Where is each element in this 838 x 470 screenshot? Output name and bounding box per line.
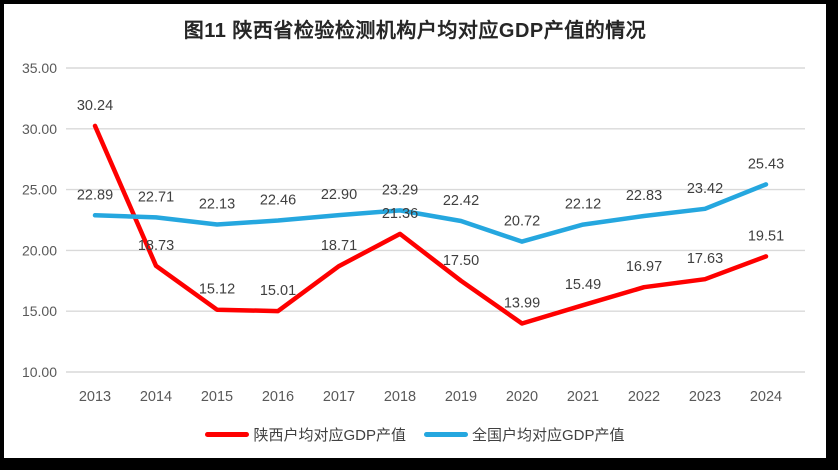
value-label: 16.97 bbox=[626, 259, 662, 275]
x-axis-tick-label: 2017 bbox=[323, 389, 355, 405]
value-label: 17.63 bbox=[687, 251, 723, 267]
x-axis-tick-label: 2016 bbox=[262, 389, 294, 405]
series-line-1 bbox=[92, 182, 769, 244]
value-label: 23.29 bbox=[382, 182, 418, 198]
value-label: 19.51 bbox=[748, 228, 784, 244]
value-label: 22.71 bbox=[138, 189, 174, 205]
value-label: 22.46 bbox=[260, 192, 296, 208]
x-axis-tick-label: 2021 bbox=[567, 389, 599, 405]
chart-container: 图11 陕西省检验检测机构户均对应GDP产值的情况 10.00 15.00 20.0… bbox=[4, 4, 826, 458]
value-label: 18.73 bbox=[138, 238, 174, 254]
line-chart-plot: 10.00 15.00 20.00 25.00 30.00 35.00 2013 2014 20… bbox=[22, 60, 805, 405]
x-axis-tick-label: 2024 bbox=[750, 389, 782, 405]
value-label: 22.13 bbox=[199, 196, 235, 212]
x-axis-tick-label: 2020 bbox=[506, 389, 538, 405]
value-label: 22.12 bbox=[565, 197, 601, 213]
x-axis-tick-label: 2022 bbox=[628, 389, 660, 405]
value-label: 22.42 bbox=[443, 193, 479, 209]
legend-label-shaanxi: 陕西户均对应GDP产值 bbox=[253, 427, 406, 444]
legend-label-national: 全国户均对应GDP产值 bbox=[472, 427, 625, 444]
chart-title: 图11 陕西省检验检测机构户均对应GDP产值的情况 bbox=[183, 20, 647, 42]
value-label: 13.99 bbox=[504, 295, 540, 311]
value-label: 15.12 bbox=[199, 282, 235, 298]
value-label: 17.50 bbox=[443, 253, 479, 269]
x-axis-tick-label: 2023 bbox=[689, 389, 721, 405]
x-axis-tick-label: 2013 bbox=[79, 389, 111, 405]
x-axis-tick-label: 2014 bbox=[140, 389, 172, 405]
chart-legend: 陕西户均对应GDP产值 全国户均对应GDP产值 bbox=[4, 424, 826, 445]
y-axis-tick-label: 10.00 bbox=[22, 364, 57, 380]
value-label: 21.36 bbox=[382, 206, 418, 222]
y-axis-tick-label: 35.00 bbox=[22, 60, 57, 76]
y-axis-tick-label: 15.00 bbox=[22, 303, 57, 319]
value-label: 22.83 bbox=[626, 188, 662, 204]
legend-item-national: 全国户均对应GDP产值 bbox=[424, 424, 625, 445]
series-line-0 bbox=[92, 123, 769, 326]
value-label: 22.89 bbox=[77, 187, 113, 203]
value-label: 30.24 bbox=[77, 98, 113, 114]
x-axis-tick-label: 2018 bbox=[384, 389, 416, 405]
legend-item-shaanxi: 陕西户均对应GDP产值 bbox=[205, 424, 406, 445]
legend-line-swatch-red-icon bbox=[205, 432, 250, 437]
value-label: 25.43 bbox=[748, 156, 784, 172]
y-axis-tick-label: 25.00 bbox=[22, 182, 57, 198]
value-label: 22.90 bbox=[321, 187, 357, 203]
value-label: 15.49 bbox=[565, 277, 601, 293]
legend-line-swatch-blue-icon bbox=[424, 432, 468, 437]
x-axis-tick-label: 2019 bbox=[445, 389, 477, 405]
value-label: 23.42 bbox=[687, 181, 723, 197]
value-label: 20.72 bbox=[504, 214, 540, 230]
x-axis-tick-label: 2015 bbox=[201, 389, 233, 405]
y-axis-tick-label: 30.00 bbox=[22, 121, 57, 137]
y-axis-tick-label: 20.00 bbox=[22, 242, 57, 258]
value-label: 15.01 bbox=[260, 283, 296, 299]
value-label: 18.71 bbox=[321, 238, 357, 254]
